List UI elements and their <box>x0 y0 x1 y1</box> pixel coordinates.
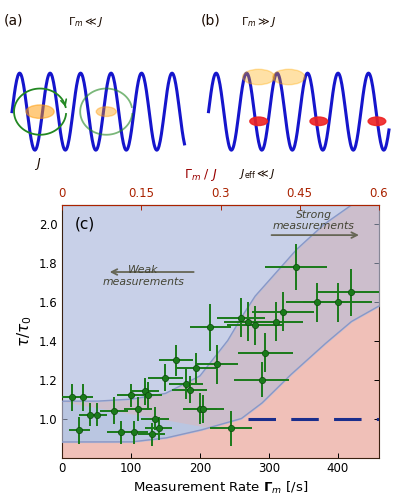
Text: $J_{\rm eff} \ll J$: $J_{\rm eff} \ll J$ <box>239 167 275 181</box>
Text: $\Gamma_m \gg J$: $\Gamma_m \gg J$ <box>241 16 276 30</box>
Circle shape <box>250 117 267 126</box>
Text: Weak
measurements: Weak measurements <box>103 265 184 286</box>
Polygon shape <box>62 306 379 458</box>
Text: (b): (b) <box>200 14 220 28</box>
Text: $\Gamma_m \ll J$: $\Gamma_m \ll J$ <box>68 16 103 30</box>
Circle shape <box>368 117 386 126</box>
Y-axis label: $\tau/\tau_0$: $\tau/\tau_0$ <box>16 316 34 347</box>
Polygon shape <box>62 190 379 401</box>
Text: (a): (a) <box>4 14 24 28</box>
Circle shape <box>273 70 305 84</box>
Text: $\Gamma_m$ / $J$: $\Gamma_m$ / $J$ <box>184 167 217 183</box>
X-axis label: Measurement Rate $\mathbf{\Gamma}_m$ [/s]: Measurement Rate $\mathbf{\Gamma}_m$ [/s… <box>133 480 308 496</box>
Circle shape <box>26 105 54 118</box>
Text: (c): (c) <box>75 216 95 232</box>
Text: Strong
measurements: Strong measurements <box>273 210 354 232</box>
Polygon shape <box>62 190 379 458</box>
Text: $J$: $J$ <box>34 156 41 172</box>
Circle shape <box>96 107 116 117</box>
Circle shape <box>243 70 275 84</box>
Circle shape <box>310 117 328 126</box>
